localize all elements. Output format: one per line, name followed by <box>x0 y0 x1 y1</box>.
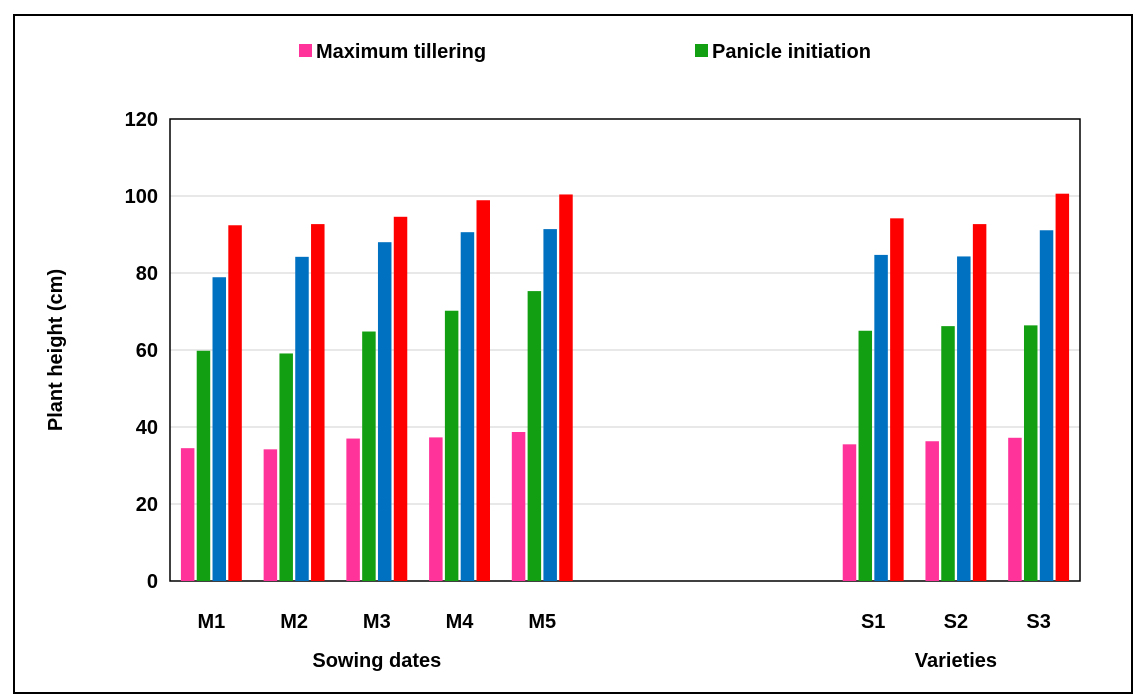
chart-frame: 0 20 40 60 80 100 120 Plant height (cm) M1 M2 M3 M4… <box>13 14 1133 694</box>
y-tick-label: 80 <box>136 263 158 285</box>
bar-chart: 0 20 40 60 80 100 120 Plant height (cm) M1 M2 M3 M4… <box>45 41 1081 672</box>
bar <box>228 225 242 581</box>
x-tick-label: M4 <box>446 611 475 633</box>
bar <box>196 350 211 581</box>
bar <box>511 432 526 581</box>
y-axis-label: Plant height (cm) <box>45 269 67 431</box>
bar <box>444 310 459 581</box>
bar <box>460 232 475 581</box>
bar <box>1008 437 1022 581</box>
bar <box>311 224 325 582</box>
x-tick-label: M1 <box>197 611 225 633</box>
bar <box>362 331 376 581</box>
y-tick-label: 100 <box>125 186 158 208</box>
legend-label: Maximum tillering <box>316 41 486 63</box>
legend-swatch <box>299 44 312 57</box>
bar <box>1055 193 1070 581</box>
bar <box>377 242 392 581</box>
x-tick-label: M3 <box>363 611 391 633</box>
bar <box>925 441 939 581</box>
bar <box>559 194 573 581</box>
bar <box>858 330 873 581</box>
bar <box>874 254 888 581</box>
bar <box>1039 230 1054 581</box>
x-tick-label: S3 <box>1026 611 1050 633</box>
bar <box>279 353 293 581</box>
bar <box>842 444 857 581</box>
x-tick-label: M2 <box>280 611 308 633</box>
x-group-label: Varieties <box>915 650 997 672</box>
bar <box>346 438 360 581</box>
bar <box>1023 325 1038 581</box>
x-tick-label: S1 <box>861 611 885 633</box>
bar <box>180 448 195 581</box>
bar <box>393 216 408 582</box>
bar <box>429 437 443 581</box>
x-tick-label: M5 <box>528 611 556 633</box>
legend-label: Panicle initiation <box>712 41 871 63</box>
bar <box>263 449 278 581</box>
bar <box>941 326 955 581</box>
y-tick-label: 20 <box>136 494 158 516</box>
legend-swatch <box>695 44 708 57</box>
y-tick-label: 0 <box>147 571 158 593</box>
bar <box>957 256 971 581</box>
bar <box>476 200 490 582</box>
plot-area-border <box>169 118 1081 582</box>
y-tick-label: 120 <box>125 109 158 131</box>
bar <box>212 277 227 581</box>
bar <box>972 224 987 582</box>
bar <box>890 218 904 581</box>
bar <box>527 291 542 581</box>
bar <box>543 229 557 582</box>
x-group-label: Sowing dates <box>312 650 441 672</box>
y-tick-label: 40 <box>136 417 158 439</box>
x-tick-label: S2 <box>944 611 968 633</box>
y-tick-label: 60 <box>136 340 158 362</box>
bar <box>295 256 309 581</box>
